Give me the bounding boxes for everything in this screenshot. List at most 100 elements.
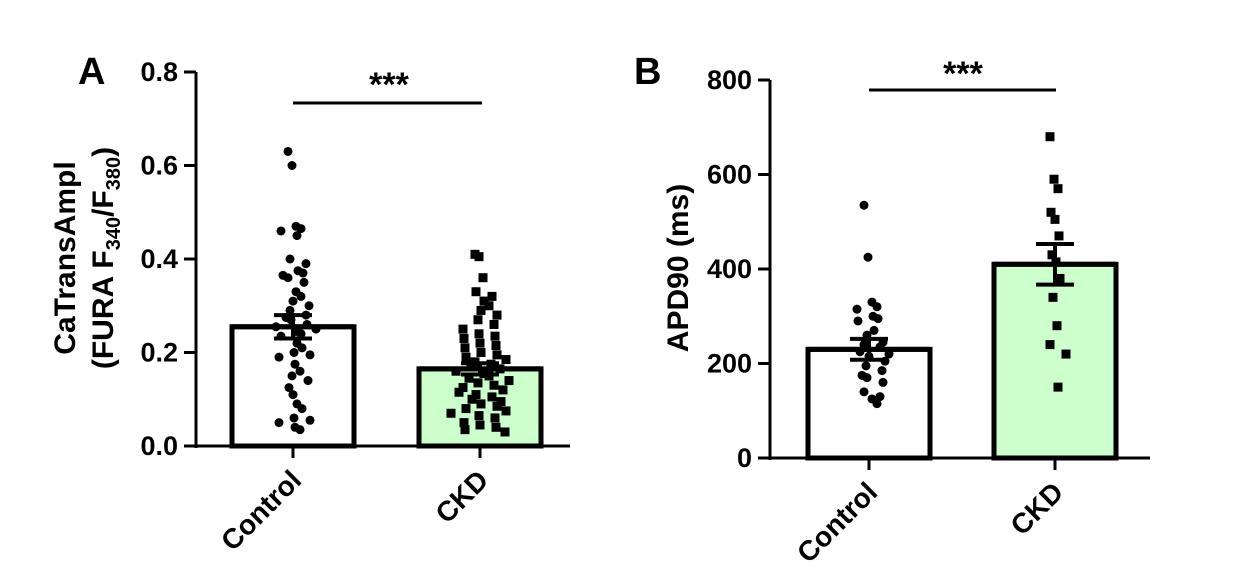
panel-b: B *** APD90 (ms) xyxy=(634,51,984,352)
data-point xyxy=(274,352,284,362)
data-point xyxy=(298,268,308,278)
data-point xyxy=(296,224,306,234)
panel-a-significance: *** xyxy=(369,66,409,104)
data-point xyxy=(474,411,484,421)
panel-a: A *** CaTransAmpl (FURA F340/F380) xyxy=(49,51,410,369)
data-point xyxy=(491,422,501,432)
data-point xyxy=(492,401,502,411)
data-point xyxy=(501,406,511,416)
data-point xyxy=(853,316,863,326)
data-point xyxy=(478,273,488,283)
y-tick-label: 200 xyxy=(707,349,752,379)
data-point xyxy=(458,324,468,334)
data-point xyxy=(487,291,497,301)
data-point xyxy=(1049,174,1059,184)
data-point xyxy=(287,371,297,381)
data-point xyxy=(471,390,481,400)
data-point xyxy=(490,331,500,341)
ylabel-sub2: 380 xyxy=(103,157,125,190)
data-point xyxy=(490,413,500,423)
data-point xyxy=(474,329,484,339)
data-point xyxy=(1053,184,1063,194)
data-point xyxy=(852,304,862,314)
data-point xyxy=(476,348,486,357)
data-point xyxy=(458,383,468,393)
y-tick-label: 0.8 xyxy=(140,57,178,87)
data-point xyxy=(296,329,306,339)
ylabel-sub1: 340 xyxy=(103,217,125,250)
y-tick-label: 0.2 xyxy=(140,338,178,368)
data-point xyxy=(875,392,885,402)
panel-a-ylabel: CaTransAmpl (FURA F340/F380) xyxy=(49,147,125,369)
data-point xyxy=(473,378,483,388)
panel-b-ylabel: APD90 (ms) xyxy=(662,184,695,352)
data-point xyxy=(283,146,293,156)
data-point xyxy=(461,352,471,362)
data-point xyxy=(491,340,501,350)
data-point xyxy=(464,373,474,383)
ylabel-close: ) xyxy=(87,147,120,157)
chart-marks: 0.0 0.2 0.4 0.6 0.8 Control CKD 0 200 400 600 800 Co… xyxy=(140,57,1150,569)
data-point xyxy=(1048,292,1058,302)
data-point xyxy=(492,350,502,360)
y-tick-label: 0 xyxy=(737,443,752,473)
data-point xyxy=(305,415,315,425)
x-category-label: CKD xyxy=(1004,476,1069,541)
data-point xyxy=(454,387,464,397)
y-tick-label: 0.6 xyxy=(140,151,178,181)
data-point xyxy=(496,397,506,407)
data-point xyxy=(501,355,511,365)
y-tick-label: 600 xyxy=(707,160,752,190)
data-point xyxy=(500,427,510,437)
panel-a-plot: 0.0 0.2 0.4 0.6 0.8 Control CKD xyxy=(140,57,570,557)
data-point xyxy=(461,404,471,414)
data-point xyxy=(863,252,873,262)
data-point xyxy=(862,373,872,383)
data-point xyxy=(475,338,485,348)
data-point xyxy=(297,404,307,414)
data-point xyxy=(476,305,486,315)
data-point xyxy=(460,343,470,353)
data-point xyxy=(873,314,883,324)
data-point xyxy=(301,259,311,269)
data-point xyxy=(467,394,477,404)
data-point xyxy=(289,413,299,423)
data-point xyxy=(487,392,497,402)
data-point xyxy=(289,348,299,357)
data-point xyxy=(877,366,887,376)
data-point xyxy=(290,359,300,369)
y-tick-label: 800 xyxy=(707,65,752,95)
data-point xyxy=(305,350,315,360)
data-point xyxy=(292,231,302,241)
data-point xyxy=(297,343,307,353)
data-point xyxy=(1047,250,1057,260)
data-point xyxy=(479,296,489,306)
data-point xyxy=(288,296,298,306)
panel-b-plot: 0 200 400 600 800 Control CKD xyxy=(707,65,1150,569)
data-point xyxy=(504,376,514,386)
panel-a-ylabel-line2: (FURA F340/F380) xyxy=(87,147,125,369)
data-point xyxy=(872,302,882,312)
data-point xyxy=(474,252,484,262)
data-point xyxy=(283,273,293,283)
data-point xyxy=(471,287,481,297)
data-point xyxy=(284,383,294,393)
data-point xyxy=(1052,321,1062,331)
data-point xyxy=(473,315,483,325)
data-point xyxy=(869,325,879,335)
data-point xyxy=(1054,231,1064,241)
panel-a-ylabel-line1: CaTransAmpl xyxy=(49,161,82,354)
data-point xyxy=(484,301,494,311)
data-point xyxy=(274,418,284,428)
panel-b-label: B xyxy=(634,51,661,93)
data-point xyxy=(287,161,297,170)
data-point xyxy=(295,366,305,376)
data-point xyxy=(1050,214,1060,224)
x-category-label: Control xyxy=(791,476,883,568)
data-point xyxy=(1061,349,1071,359)
data-point xyxy=(276,226,286,236)
data-point xyxy=(475,420,485,430)
data-point xyxy=(288,390,298,400)
data-point xyxy=(872,399,882,409)
